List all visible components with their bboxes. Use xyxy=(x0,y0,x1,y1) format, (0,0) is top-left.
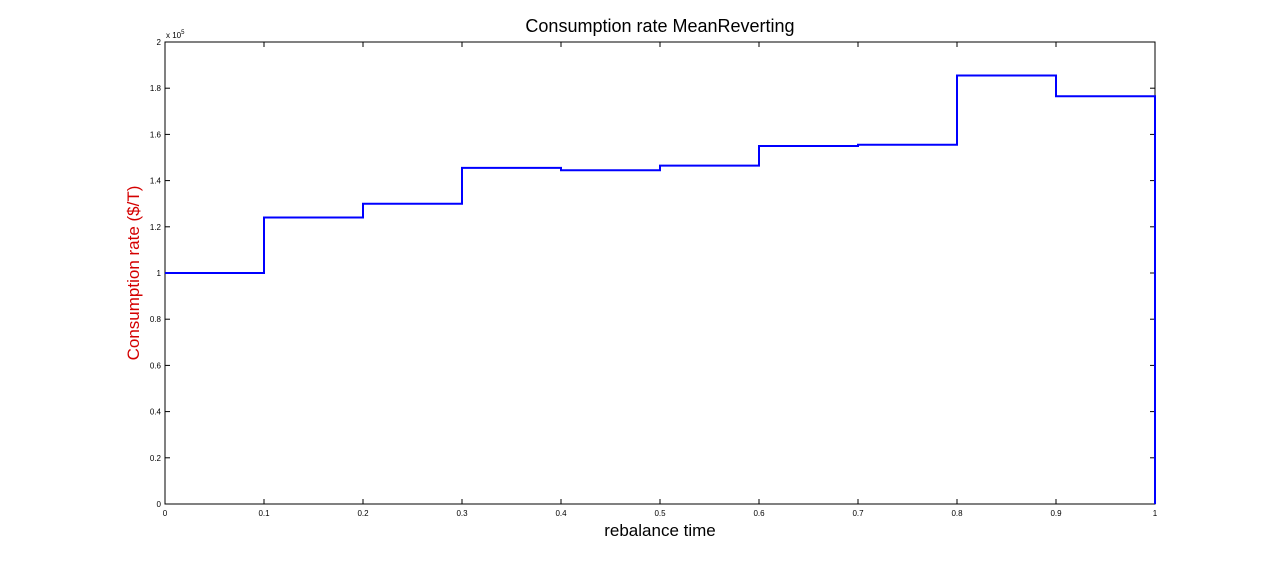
x-tick-label: 0.3 xyxy=(456,509,468,518)
y-tick-label: 1.4 xyxy=(150,177,162,186)
plot-area xyxy=(164,41,1156,505)
x-tick-label: 1 xyxy=(1153,509,1158,518)
y-multiplier-base: x 10 xyxy=(166,31,182,40)
series-group xyxy=(165,74,1156,504)
y-axis-label: Consumption rate ($/T) xyxy=(124,186,143,361)
y-tick-label: 0.2 xyxy=(150,454,162,463)
x-tick-label: 0 xyxy=(163,509,168,518)
chart-title: Consumption rate MeanReverting xyxy=(525,16,794,36)
x-tick-label: 0.4 xyxy=(555,509,567,518)
x-tick-label: 0.2 xyxy=(357,509,369,518)
x-tick-label: 0.7 xyxy=(852,509,864,518)
y-axis-multiplier: x 105 xyxy=(166,30,185,40)
x-tick-label: 0.9 xyxy=(1050,509,1062,518)
y-tick-label: 0.4 xyxy=(150,408,162,417)
x-tick-label: 0.5 xyxy=(654,509,666,518)
y-tick-label: 0 xyxy=(157,500,162,509)
x-tick-label: 0.8 xyxy=(951,509,963,518)
y-tick-label: 0.6 xyxy=(150,361,162,370)
x-tick-label: 0.6 xyxy=(753,509,765,518)
y-tick-label: 1.6 xyxy=(150,130,162,139)
y-tick-label: 0.8 xyxy=(150,315,162,324)
y-multiplier-exponent: 5 xyxy=(181,30,185,36)
y-tick-label: 1.8 xyxy=(150,84,162,93)
series-line xyxy=(165,74,1156,504)
y-tick-label: 2 xyxy=(157,38,162,47)
y-tick-label: 1.2 xyxy=(150,223,162,232)
x-axis-label: rebalance time xyxy=(604,521,716,540)
x-axis-ticks: 0 0.1 0.2 0.3 0.4 0.5 0.6 0.7 0.8 0.9 1 xyxy=(163,42,1158,518)
y-tick-label: 1 xyxy=(157,269,162,278)
x-tick-label: 0.1 xyxy=(258,509,270,518)
